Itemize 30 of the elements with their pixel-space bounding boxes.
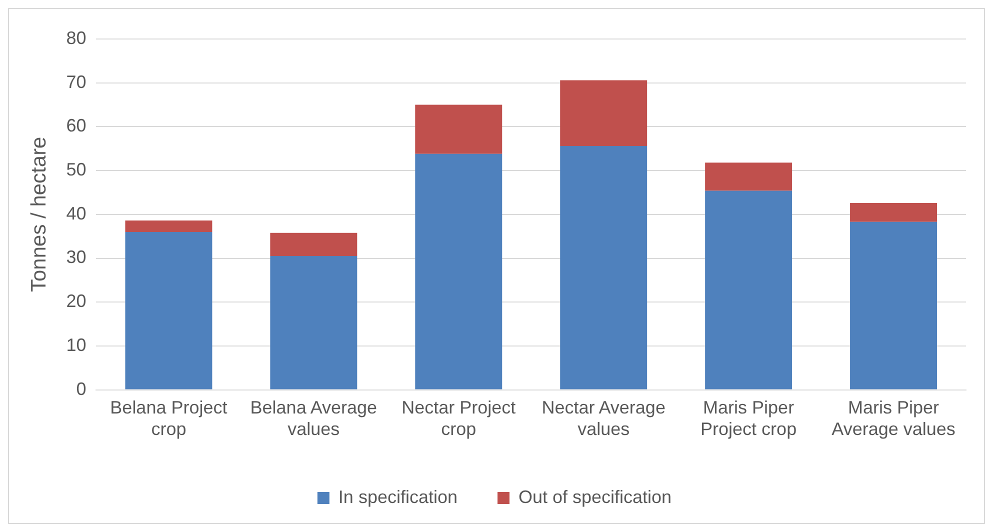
bar (270, 256, 358, 390)
bar (850, 222, 938, 390)
bar (415, 104, 502, 154)
bar (415, 154, 502, 390)
x-tick-label: Belana Project crop (110, 398, 228, 440)
x-tick-label: Nectar Average values (542, 398, 666, 440)
bar (560, 146, 648, 390)
legend-label: Out of specification (518, 486, 672, 507)
y-tick-label: 60 (66, 116, 86, 136)
y-tick-label: 70 (66, 72, 86, 92)
bar (850, 203, 938, 222)
y-axis-title: Tonnes / hectare (27, 136, 50, 292)
y-tick-label: 10 (66, 334, 86, 355)
bar (560, 80, 648, 146)
x-tick-label: Maris Piper Project crop (700, 398, 797, 440)
y-tick-label: 80 (66, 28, 86, 48)
bar (270, 232, 358, 256)
bar (705, 190, 792, 390)
y-tick-label: 20 (66, 291, 86, 312)
legend-label: In specification (338, 486, 458, 507)
bar (125, 232, 212, 390)
x-tick-label: Belana Average values (250, 398, 378, 440)
y-tick-label: 0 (76, 378, 86, 399)
x-tick-label: Nectar Project crop (402, 398, 516, 440)
y-tick-label: 50 (66, 160, 86, 180)
y-tick-label: 30 (66, 247, 86, 268)
x-tick-label: Maris Piper Average values (832, 398, 956, 440)
bar (705, 162, 792, 191)
y-tick-label: 40 (66, 203, 86, 224)
bar (125, 220, 212, 232)
